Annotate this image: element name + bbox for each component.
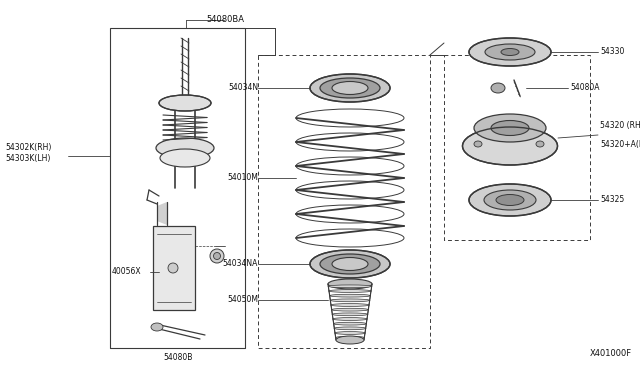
Polygon shape: [157, 202, 167, 225]
Ellipse shape: [469, 184, 551, 216]
Text: 54330: 54330: [600, 48, 625, 57]
Ellipse shape: [474, 141, 482, 147]
Text: 54320+A(LH): 54320+A(LH): [600, 140, 640, 149]
Text: 54303K(LH): 54303K(LH): [5, 154, 51, 163]
Ellipse shape: [332, 313, 368, 316]
Ellipse shape: [334, 327, 366, 330]
Text: 54034NA: 54034NA: [223, 260, 258, 269]
Text: 40056X: 40056X: [112, 267, 141, 276]
Ellipse shape: [491, 83, 505, 93]
Ellipse shape: [474, 114, 546, 142]
Ellipse shape: [333, 322, 367, 325]
Bar: [444, 55, 590, 240]
Text: 54080BA: 54080BA: [206, 16, 244, 25]
Ellipse shape: [328, 285, 372, 288]
Ellipse shape: [536, 141, 544, 147]
Text: 54034N: 54034N: [228, 83, 258, 93]
Bar: [258, 55, 430, 348]
Ellipse shape: [320, 254, 380, 274]
Bar: [110, 28, 245, 348]
Ellipse shape: [329, 289, 371, 292]
Ellipse shape: [496, 195, 524, 205]
Text: 54325: 54325: [600, 196, 624, 205]
Ellipse shape: [330, 294, 371, 297]
Ellipse shape: [332, 308, 369, 311]
Text: 54080B: 54080B: [163, 353, 193, 362]
Text: 54010M: 54010M: [227, 173, 258, 183]
Ellipse shape: [331, 304, 369, 307]
Ellipse shape: [210, 249, 224, 263]
Ellipse shape: [463, 127, 557, 165]
Ellipse shape: [501, 48, 519, 55]
Ellipse shape: [335, 336, 365, 339]
Ellipse shape: [156, 138, 214, 158]
Ellipse shape: [160, 149, 210, 167]
Text: 54320 (RH): 54320 (RH): [600, 121, 640, 130]
Ellipse shape: [484, 190, 536, 210]
Ellipse shape: [328, 279, 372, 289]
Bar: [153, 226, 195, 310]
Ellipse shape: [310, 74, 390, 102]
Ellipse shape: [320, 78, 380, 98]
Text: X401000F: X401000F: [590, 349, 632, 358]
Text: 54302K(RH): 54302K(RH): [5, 143, 51, 152]
Ellipse shape: [159, 95, 211, 111]
Ellipse shape: [214, 253, 221, 260]
Ellipse shape: [330, 299, 370, 302]
Ellipse shape: [491, 121, 529, 135]
Ellipse shape: [151, 323, 163, 331]
Ellipse shape: [168, 263, 178, 273]
Ellipse shape: [336, 336, 364, 344]
Ellipse shape: [485, 44, 535, 60]
Text: 54050M: 54050M: [227, 295, 258, 305]
Ellipse shape: [332, 81, 368, 94]
Ellipse shape: [332, 257, 368, 270]
Ellipse shape: [310, 250, 390, 278]
Ellipse shape: [333, 318, 367, 320]
Text: 54080A: 54080A: [570, 83, 600, 93]
Ellipse shape: [335, 331, 365, 334]
Ellipse shape: [469, 38, 551, 66]
